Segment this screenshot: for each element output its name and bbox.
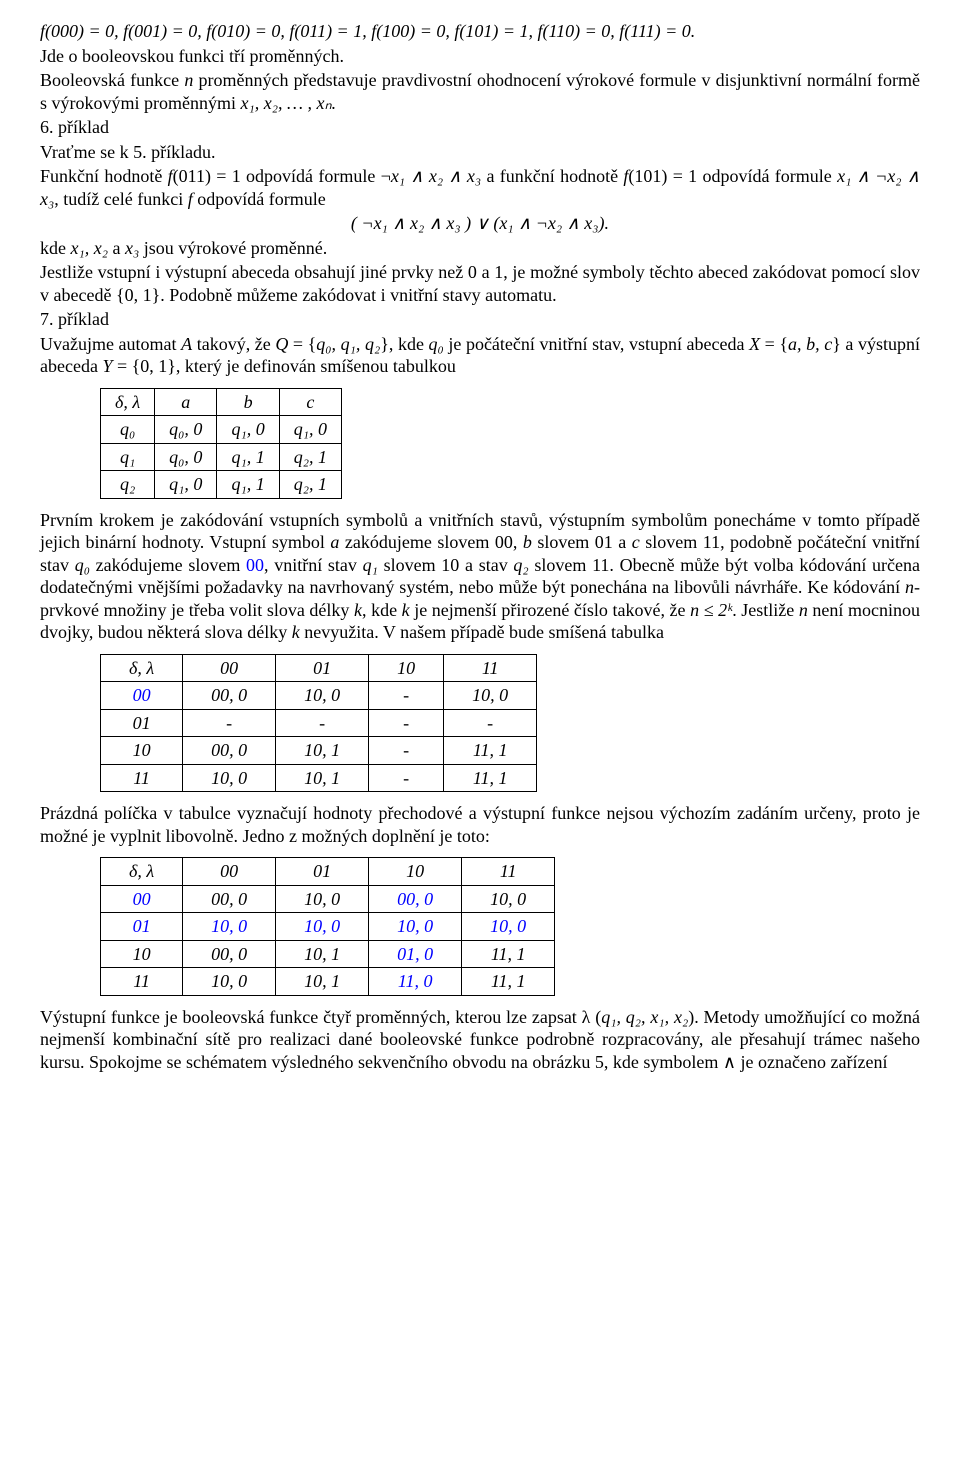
- table-cell: q₁: [101, 443, 155, 471]
- paragraph: Jestliže vstupní i výstupní abeceda obsa…: [40, 261, 920, 306]
- table-cell: 01: [101, 913, 183, 941]
- formula: ( ¬x₁ ∧ x₂ ∧ x₃ ) ∨ (x₁ ∧ ¬x₂ ∧ x₃).: [40, 212, 920, 235]
- table-header: b: [217, 388, 279, 416]
- equation-line: f(000) = 0, f(001) = 0, f(010) = 0, f(01…: [40, 20, 920, 43]
- table-cell: 10, 1: [276, 968, 369, 996]
- table-cell: 11: [101, 764, 183, 792]
- paragraph: Uvažujme automat A takový, že Q = {q₀, q…: [40, 333, 920, 378]
- paragraph: Výstupní funkce je booleovská funkce čty…: [40, 1006, 920, 1074]
- table-row: 00 00, 0 10, 0 - 10, 0: [101, 682, 537, 710]
- table-header: δ, λ: [101, 388, 155, 416]
- table-cell: 10, 0: [183, 764, 276, 792]
- table-cell: 10, 1: [276, 764, 369, 792]
- table-row: 10 00, 0 10, 1 01, 0 11, 1: [101, 940, 555, 968]
- table-cell: 10, 0: [276, 913, 369, 941]
- table-cell: -: [444, 709, 537, 737]
- table-row: 00 00, 0 10, 0 00, 0 10, 0: [101, 885, 555, 913]
- table-cell: -: [369, 682, 444, 710]
- table-cell: 10, 0: [183, 913, 276, 941]
- table-cell: q₀, 0: [155, 443, 217, 471]
- table-row: 10 00, 0 10, 1 - 11, 1: [101, 737, 537, 765]
- table-cell: 10, 0: [276, 682, 369, 710]
- table-cell: q₂, 1: [279, 443, 341, 471]
- table-cell: 11, 1: [444, 737, 537, 765]
- table-row: q₁ q₀, 0 q₁, 1 q₂, 1: [101, 443, 342, 471]
- table-cell: 10, 0: [183, 968, 276, 996]
- encoded-table-3: δ, λ 00 01 10 11 00 00, 0 10, 0 00, 0 10…: [100, 857, 555, 996]
- table-cell: 00, 0: [183, 682, 276, 710]
- table-cell: 10: [101, 940, 183, 968]
- paragraph: Prvním krokem je zakódování vstupních sy…: [40, 509, 920, 644]
- table-cell: q₁, 1: [217, 443, 279, 471]
- paragraph: Booleovská funkce n proměnných představu…: [40, 69, 920, 114]
- table-cell: 11, 1: [462, 940, 555, 968]
- table-row: 11 10, 0 10, 1 - 11, 1: [101, 764, 537, 792]
- example-heading: 6. příklad: [40, 116, 920, 139]
- table-cell: 01, 0: [369, 940, 462, 968]
- example-heading: 7. příklad: [40, 308, 920, 331]
- table-cell: -: [276, 709, 369, 737]
- table-cell: 00, 0: [183, 885, 276, 913]
- table-cell: 00, 0: [183, 737, 276, 765]
- table-cell: 10, 0: [369, 913, 462, 941]
- table-cell: 10, 0: [462, 885, 555, 913]
- table-cell: -: [369, 764, 444, 792]
- table-header: 01: [276, 654, 369, 682]
- table-header: 01: [276, 858, 369, 886]
- table-header: 00: [183, 654, 276, 682]
- table-header: 11: [444, 654, 537, 682]
- table-cell: 00, 0: [369, 885, 462, 913]
- table-header: δ, λ: [101, 858, 183, 886]
- table-header: 00: [183, 858, 276, 886]
- transition-table-1: δ, λ a b c q₀ q₀, 0 q₁, 0 q₁, 0 q₁ q₀, 0…: [100, 388, 342, 499]
- table-cell: 11, 0: [369, 968, 462, 996]
- table-cell: 00, 0: [183, 940, 276, 968]
- table-cell: q₁, 0: [155, 471, 217, 499]
- encoded-table-2: δ, λ 00 01 10 11 00 00, 0 10, 0 - 10, 0 …: [100, 654, 537, 793]
- table-row: 01 10, 0 10, 0 10, 0 10, 0: [101, 913, 555, 941]
- table-cell: 10, 0: [276, 885, 369, 913]
- paragraph: Vraťme se k 5. příkladu.: [40, 141, 920, 164]
- table-cell: -: [369, 709, 444, 737]
- table-cell: q₁, 1: [217, 471, 279, 499]
- table-cell: -: [369, 737, 444, 765]
- table-header: δ, λ: [101, 654, 183, 682]
- table-header: 10: [369, 858, 462, 886]
- table-row: 01 - - - -: [101, 709, 537, 737]
- table-header: c: [279, 388, 341, 416]
- table-cell: 11, 1: [462, 968, 555, 996]
- table-cell: 00: [101, 885, 183, 913]
- table-cell: q₂, 1: [279, 471, 341, 499]
- table-header: 11: [462, 858, 555, 886]
- table-cell: q₁, 0: [279, 416, 341, 444]
- paragraph: Funkční hodnotě f(011) = 1 odpovídá form…: [40, 165, 920, 210]
- document-page: f(000) = 0, f(001) = 0, f(010) = 0, f(01…: [0, 0, 960, 1115]
- table-row: q₀ q₀, 0 q₁, 0 q₁, 0: [101, 416, 342, 444]
- table-cell: q₀: [101, 416, 155, 444]
- table-cell: 10, 1: [276, 940, 369, 968]
- paragraph: Prázdná políčka v tabulce vyznačují hodn…: [40, 802, 920, 847]
- table-row: q₂ q₁, 0 q₁, 1 q₂, 1: [101, 471, 342, 499]
- table-cell: 11, 1: [444, 764, 537, 792]
- table-cell: 01: [101, 709, 183, 737]
- table-cell: 10, 1: [276, 737, 369, 765]
- table-cell: 00: [101, 682, 183, 710]
- table-cell: 10: [101, 737, 183, 765]
- table-row: 11 10, 0 10, 1 11, 0 11, 1: [101, 968, 555, 996]
- table-header: 10: [369, 654, 444, 682]
- table-cell: 10, 0: [462, 913, 555, 941]
- table-cell: q₂: [101, 471, 155, 499]
- paragraph: Jde o booleovskou funkci tří proměnných.: [40, 45, 920, 68]
- table-cell: q₁, 0: [217, 416, 279, 444]
- table-cell: 11: [101, 968, 183, 996]
- table-cell: 10, 0: [444, 682, 537, 710]
- table-cell: -: [183, 709, 276, 737]
- table-header: a: [155, 388, 217, 416]
- table-cell: q₀, 0: [155, 416, 217, 444]
- paragraph: kde x₁, x₂ a x₃ jsou výrokové proměnné.: [40, 237, 920, 260]
